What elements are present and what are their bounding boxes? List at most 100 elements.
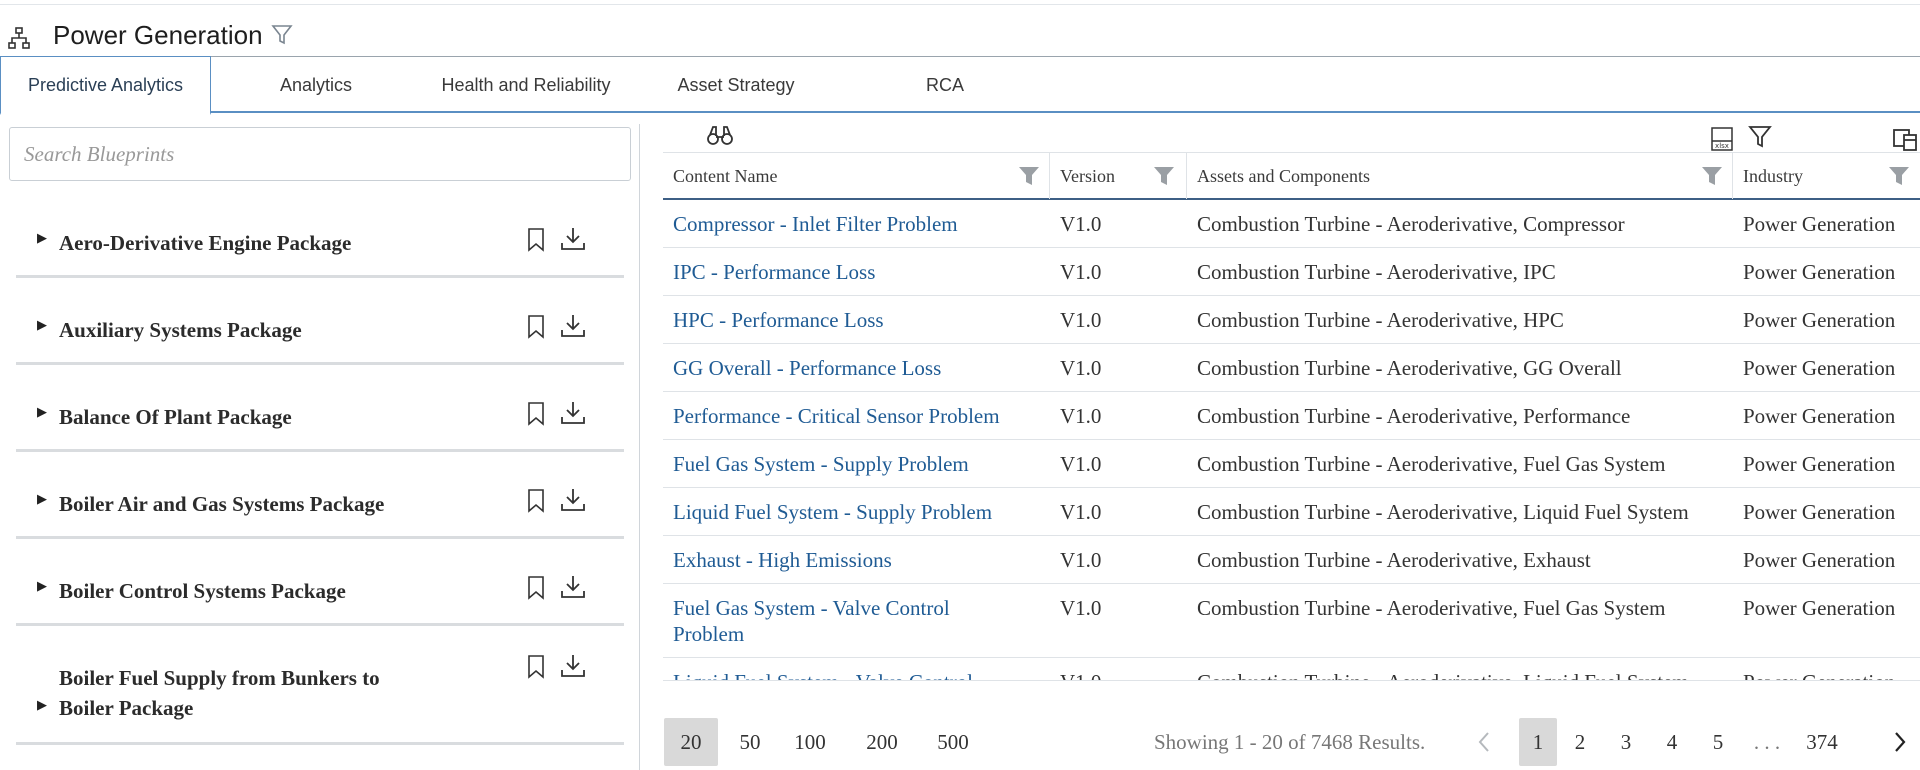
content-name-link[interactable]: Liquid Fuel System - Supply Problem xyxy=(673,500,993,524)
package-item[interactable]: ▶ Aero-Derivative Engine Package xyxy=(16,208,624,278)
page-size-50[interactable]: 50 xyxy=(739,730,761,754)
bookmark-icon[interactable] xyxy=(527,315,545,339)
table-row[interactable]: HPC - Performance Loss V1.0 Combustion T… xyxy=(663,296,1920,344)
package-item[interactable]: ▶ Balance Of Plant Package xyxy=(16,382,624,452)
page-size-20[interactable]: 20 xyxy=(664,718,718,766)
chevron-right-icon[interactable] xyxy=(1887,730,1911,754)
table-row[interactable]: Fuel Gas System - Valve Control Problem V… xyxy=(663,584,1920,658)
expand-arrow-icon[interactable]: ▶ xyxy=(37,317,47,332)
column-header-assets[interactable]: Assets and Components xyxy=(1187,153,1733,199)
industry-cell: Power Generation xyxy=(1743,356,1896,380)
table-row[interactable]: Performance - Critical Sensor Problem V1… xyxy=(663,392,1920,440)
content-name-link[interactable]: Fuel Gas System - Supply Problem xyxy=(673,452,969,476)
package-label: Boiler Control Systems Package xyxy=(59,579,346,603)
bookmark-icon[interactable] xyxy=(527,576,545,600)
hierarchy-icon[interactable] xyxy=(7,26,31,50)
content-name-link[interactable]: Fuel Gas System - Valve Control Problem xyxy=(663,595,1049,647)
page-ellipsis: . . . xyxy=(1753,730,1781,754)
page-2[interactable]: 2 xyxy=(1574,730,1586,754)
bookmark-icon[interactable] xyxy=(527,489,545,513)
column-header-label: Content Name xyxy=(673,166,778,186)
content-name-link[interactable]: GG Overall - Performance Loss xyxy=(673,356,942,380)
assets-cell: Combustion Turbine - Aeroderivative, GG … xyxy=(1197,356,1622,380)
table-row[interactable]: IPC - Performance Loss V1.0 Combustion T… xyxy=(663,248,1920,296)
download-icon[interactable] xyxy=(560,653,586,679)
assets-cell: Combustion Turbine - Aeroderivative, IPC xyxy=(1197,260,1556,284)
page-size-100[interactable]: 100 xyxy=(794,730,826,754)
table-row[interactable]: Compressor - Inlet Filter Problem V1.0 C… xyxy=(663,200,1920,248)
content-name-link[interactable]: Performance - Critical Sensor Problem xyxy=(673,404,1000,428)
expand-arrow-icon[interactable]: ▶ xyxy=(37,578,47,593)
expand-arrow-icon[interactable]: ▶ xyxy=(37,404,47,419)
tab-analytics[interactable]: Analytics xyxy=(279,75,353,95)
content-name-link[interactable]: IPC - Performance Loss xyxy=(673,260,876,284)
column-filter-icon[interactable] xyxy=(1018,165,1040,187)
page-4[interactable]: 4 xyxy=(1666,730,1678,754)
expand-arrow-icon[interactable]: ▶ xyxy=(37,491,47,506)
column-filter-icon[interactable] xyxy=(1888,165,1910,187)
version-cell: V1.0 xyxy=(1060,212,1102,236)
column-filter-icon[interactable] xyxy=(1701,165,1723,187)
column-header-industry[interactable]: Industry xyxy=(1733,153,1920,199)
package-item[interactable]: ▶ Boiler Air and Gas Systems Package xyxy=(16,469,624,539)
assets-cell: Combustion Turbine - Aeroderivative, Liq… xyxy=(1197,500,1689,524)
download-icon[interactable] xyxy=(560,313,586,339)
tab-rca[interactable]: RCA xyxy=(925,75,964,95)
binoculars-icon[interactable] xyxy=(706,124,734,148)
package-item[interactable]: ▶ Boiler Fuel Supply from Bunkers to Boi… xyxy=(16,643,624,745)
version-cell: V1.0 xyxy=(1060,404,1102,428)
assets-cell: Combustion Turbine - Aeroderivative, HPC xyxy=(1197,308,1564,332)
tab-health-and-reliability[interactable]: Health and Reliability xyxy=(441,75,611,95)
column-header-version[interactable]: Version xyxy=(1050,153,1187,199)
bookmark-icon[interactable] xyxy=(527,228,545,252)
table-row[interactable]: Liquid Fuel System - Valve Control V1.0 … xyxy=(663,658,1920,680)
download-icon[interactable] xyxy=(560,574,586,600)
package-item[interactable]: ▶ Auxiliary Systems Package xyxy=(16,295,624,365)
version-cell: V1.0 xyxy=(1050,669,1186,680)
chevron-left-icon[interactable] xyxy=(1473,730,1497,754)
download-icon[interactable] xyxy=(560,226,586,252)
package-label: Balance Of Plant Package xyxy=(59,405,292,429)
column-chooser-icon[interactable] xyxy=(1892,126,1918,152)
table-row[interactable]: Fuel Gas System - Supply Problem V1.0 Co… xyxy=(663,440,1920,488)
page-size-500[interactable]: 500 xyxy=(937,730,969,754)
page-last[interactable]: 374 xyxy=(1806,730,1838,754)
table-row[interactable]: Exhaust - High Emissions V1.0 Combustion… xyxy=(663,536,1920,584)
industry-cell: Power Generation xyxy=(1743,260,1896,284)
search-input[interactable] xyxy=(10,128,630,180)
page-5[interactable]: 5 xyxy=(1712,730,1724,754)
industry-cell: Power Generation xyxy=(1733,669,1920,680)
industry-cell: Power Generation xyxy=(1743,452,1896,476)
expand-arrow-icon[interactable]: ▶ xyxy=(37,697,47,712)
page-1[interactable]: 1 xyxy=(1519,718,1557,766)
content-name-link[interactable]: Compressor - Inlet Filter Problem xyxy=(673,212,958,236)
export-xlsx-icon[interactable]: xlsx xyxy=(1709,126,1735,152)
assets-cell: Combustion Turbine - Aeroderivative, Liq… xyxy=(1187,669,1732,680)
version-cell: V1.0 xyxy=(1060,500,1102,524)
table-row[interactable]: GG Overall - Performance Loss V1.0 Combu… xyxy=(663,344,1920,392)
industry-cell: Power Generation xyxy=(1743,596,1896,620)
industry-cell: Power Generation xyxy=(1743,212,1896,236)
filter-icon[interactable] xyxy=(1747,124,1773,150)
content-name-link[interactable]: HPC - Performance Loss xyxy=(673,308,884,332)
download-icon[interactable] xyxy=(560,487,586,513)
column-filter-icon[interactable] xyxy=(1153,165,1175,187)
search-box xyxy=(9,127,631,181)
tab-asset-strategy[interactable]: Asset Strategy xyxy=(677,75,795,95)
page-3[interactable]: 3 xyxy=(1620,730,1632,754)
download-icon[interactable] xyxy=(560,400,586,426)
bookmark-icon[interactable] xyxy=(527,655,545,679)
page-size-200[interactable]: 200 xyxy=(866,730,898,754)
tab-predictive-analytics[interactable]: Predictive Analytics xyxy=(0,56,211,115)
table-row[interactable]: Liquid Fuel System - Supply Problem V1.0… xyxy=(663,488,1920,536)
package-item[interactable]: ▶ Boiler Control Systems Package xyxy=(16,556,624,626)
content-name-link[interactable]: Liquid Fuel System - Valve Control xyxy=(663,669,1049,680)
content-name-link[interactable]: Exhaust - High Emissions xyxy=(673,548,892,572)
filter-icon[interactable] xyxy=(270,23,294,47)
package-label: Aero-Derivative Engine Package xyxy=(59,231,352,255)
column-header-content-name[interactable]: Content Name xyxy=(663,153,1050,199)
expand-arrow-icon[interactable]: ▶ xyxy=(37,230,47,245)
assets-cell: Combustion Turbine - Aeroderivative, Per… xyxy=(1197,404,1631,428)
bookmark-icon[interactable] xyxy=(527,402,545,426)
assets-cell: Combustion Turbine - Aeroderivative, Com… xyxy=(1197,212,1625,236)
